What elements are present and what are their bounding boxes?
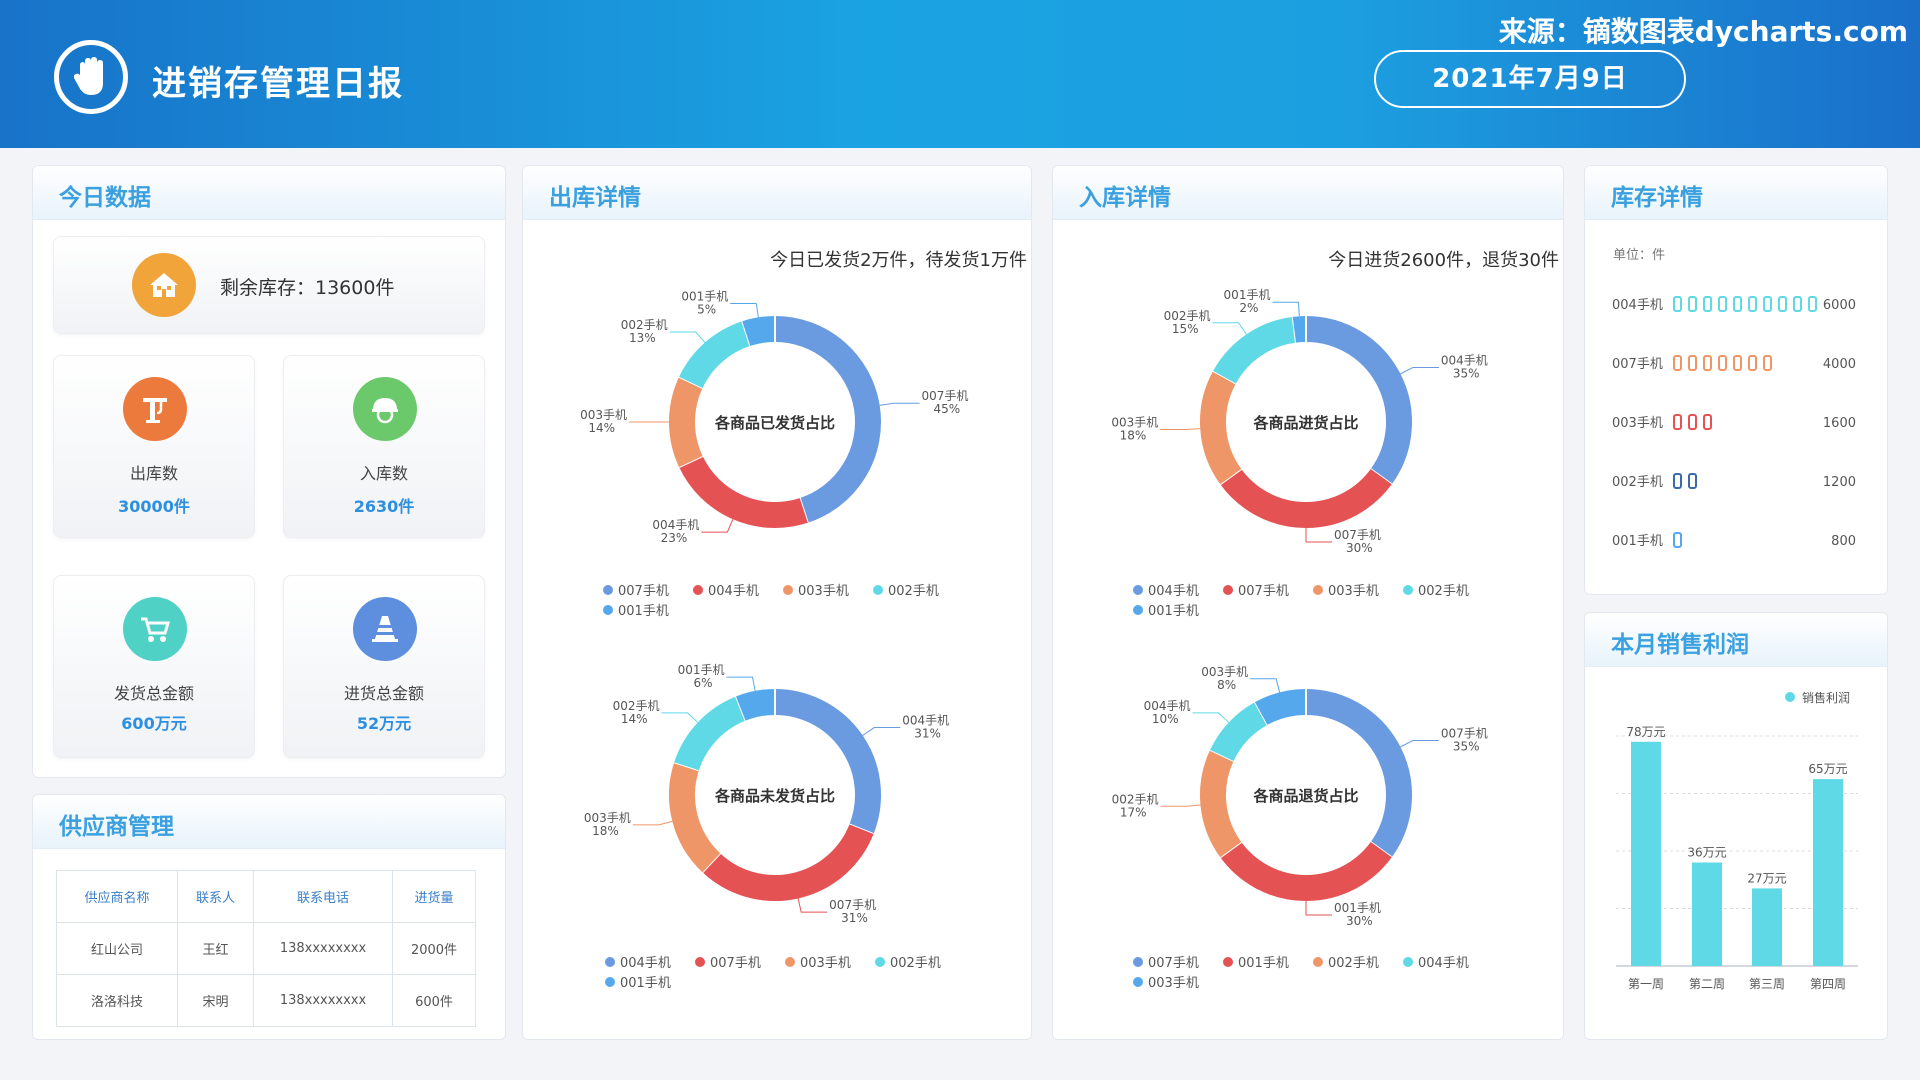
table-header: 进货量 — [392, 870, 476, 923]
today-data-panel: 今日数据 剩余库存：13600件 出库数 30000件 入库数 2630件 发货… — [32, 165, 506, 778]
kpi-value: 2630件 — [353, 497, 415, 516]
outbound-panel: 出库详情 今日已发货2万件，待发货1万件 — [522, 165, 1032, 1040]
header-bar: 进销存管理日报 来源：镝数图表dycharts.com 2021年7月9日 — [0, 0, 1920, 148]
hand-logo-icon — [54, 40, 128, 114]
panel-title: 入库详情 — [1079, 185, 1171, 211]
panel-title: 库存详情 — [1611, 185, 1703, 211]
unit-label: 单位：件 — [1613, 248, 1666, 263]
table-cell: 洛洛科技 — [56, 974, 178, 1027]
inbound-panel: 入库详情 今日进货2600件，退货30件 — [1052, 165, 1564, 1040]
worker-helmet-icon — [353, 377, 417, 441]
table-header: 联系人 — [177, 870, 254, 923]
kpi-card-outbound: 出库数 30000件 — [53, 355, 255, 538]
table-cell: 138xxxxxxxx — [253, 974, 393, 1027]
panel-header: 今日数据 — [33, 166, 505, 220]
kpi-value: 52万元 — [356, 714, 412, 733]
outbound-subtitle: 今日已发货2万件，待发货1万件 — [770, 250, 1027, 271]
panel-header: 入库详情 — [1053, 166, 1563, 220]
panel-header: 出库详情 — [523, 166, 1031, 220]
supplier-table: 供应商名称 联系人 联系电话 进货量 红山公司 王红 138xxxxxxxx 2… — [56, 870, 476, 1027]
table-header: 供应商名称 — [56, 870, 178, 923]
table-cell: 2000件 — [392, 922, 476, 975]
crane-icon — [123, 377, 187, 441]
panel-title: 今日数据 — [59, 185, 151, 211]
panel-title: 本月销售利润 — [1611, 632, 1749, 658]
kpi-value: 600万元 — [121, 714, 187, 733]
inbound-subtitle: 今日进货2600件，退货30件 — [1328, 250, 1559, 271]
table-row: 红山公司 王红 138xxxxxxxx 2000件 — [56, 922, 476, 975]
kpi-card-inbound: 入库数 2630件 — [283, 355, 485, 538]
table-cell: 王红 — [177, 922, 254, 975]
kpi-label: 入库数 — [359, 464, 408, 483]
profit-panel: 本月销售利润 — [1584, 612, 1888, 1040]
panel-header: 供应商管理 — [33, 795, 505, 849]
table-row: 洛洛科技 宋明 138xxxxxxxx 600件 — [56, 974, 476, 1027]
panel-header: 库存详情 — [1585, 166, 1887, 220]
cart-icon — [123, 597, 187, 661]
table-cell: 红山公司 — [56, 922, 178, 975]
panel-title: 出库详情 — [549, 185, 641, 211]
date-badge: 2021年7月9日 — [1374, 50, 1686, 108]
kpi-card-purchase-amount: 进货总金额 52万元 — [283, 575, 485, 758]
table-header-row: 供应商名称 联系人 联系电话 进货量 — [56, 870, 476, 923]
kpi-card-sales-amount: 发货总金额 600万元 — [53, 575, 255, 758]
page-title: 进销存管理日报 — [152, 64, 404, 104]
table-header: 联系电话 — [253, 870, 393, 923]
cone-icon — [353, 597, 417, 661]
table-cell: 138xxxxxxxx — [253, 922, 393, 975]
stock-text: 剩余库存：13600件 — [220, 277, 395, 299]
kpi-label: 发货总金额 — [113, 684, 194, 703]
stock-detail-panel: 库存详情 单位：件 — [1584, 165, 1888, 595]
panel-title: 供应商管理 — [59, 814, 174, 840]
panel-header: 本月销售利润 — [1585, 613, 1887, 667]
kpi-label: 出库数 — [129, 464, 178, 483]
kpi-label: 进货总金额 — [343, 684, 424, 703]
stock-card: 剩余库存：13600件 — [53, 236, 485, 334]
table-cell: 600件 — [392, 974, 476, 1027]
warehouse-icon — [132, 253, 196, 317]
table-cell: 宋明 — [177, 974, 254, 1027]
source-label: 来源：镝数图表dycharts.com — [1498, 15, 1908, 48]
kpi-value: 30000件 — [118, 497, 190, 516]
